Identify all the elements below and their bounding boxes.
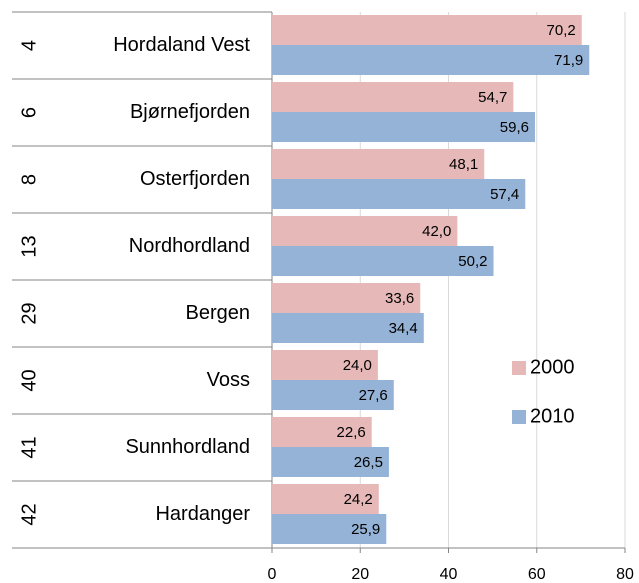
bar: [272, 313, 424, 343]
legend-label: 2010: [530, 405, 575, 427]
category-label: Hordaland Vest: [113, 34, 250, 56]
value-label: 27,6: [359, 387, 388, 404]
bar: [272, 112, 535, 142]
bar: [272, 45, 590, 75]
value-label: 24,0: [343, 357, 372, 374]
bar: [272, 15, 582, 45]
x-tick-label: 80: [616, 566, 634, 583]
bar: [272, 82, 514, 112]
group-label: 40: [18, 369, 40, 391]
category-label: Bjørnefjorden: [130, 101, 250, 123]
group-label: 29: [18, 302, 40, 324]
bar: [272, 350, 378, 380]
bar: [272, 447, 389, 477]
bar: [272, 246, 494, 276]
group-label: 8: [18, 174, 40, 185]
legend-swatch: [512, 361, 526, 375]
legend-label: 2000: [530, 356, 575, 378]
legend-swatch: [512, 410, 526, 424]
value-label: 54,7: [478, 89, 507, 106]
bar: [272, 149, 485, 179]
value-label: 42,0: [422, 223, 451, 240]
category-label: Voss: [207, 369, 250, 391]
value-label: 33,6: [385, 290, 414, 307]
value-label: 24,2: [344, 491, 373, 508]
value-label: 22,6: [337, 424, 366, 441]
value-label: 70,2: [547, 22, 576, 39]
bar: [272, 484, 379, 514]
value-label: 59,6: [500, 119, 529, 136]
value-label: 34,4: [389, 320, 418, 337]
value-label: 71,9: [554, 52, 583, 69]
bar: [272, 514, 387, 544]
group-label: 4: [18, 40, 40, 51]
group-label: 13: [18, 235, 40, 257]
x-tick-label: 0: [268, 566, 277, 583]
value-label: 25,9: [351, 521, 380, 538]
value-label: 26,5: [354, 454, 383, 471]
group-label: 6: [18, 107, 40, 118]
value-label: 50,2: [458, 253, 487, 270]
x-tick-label: 40: [440, 566, 458, 583]
value-label: 57,4: [490, 186, 519, 203]
bar: [272, 179, 526, 209]
bar: [272, 216, 458, 246]
group-label: 41: [18, 436, 40, 458]
category-label: Osterfjorden: [140, 168, 250, 190]
category-label: Sunnhordland: [125, 436, 250, 458]
group-label: 42: [18, 503, 40, 525]
bar: [272, 283, 421, 313]
x-tick-label: 60: [528, 566, 546, 583]
value-label: 48,1: [449, 156, 478, 173]
category-label: Bergen: [186, 302, 251, 324]
x-tick-label: 20: [351, 566, 369, 583]
category-label: Hardanger: [155, 503, 250, 525]
bar: [272, 380, 394, 410]
bar: [272, 417, 372, 447]
category-label: Nordhordland: [129, 235, 250, 257]
